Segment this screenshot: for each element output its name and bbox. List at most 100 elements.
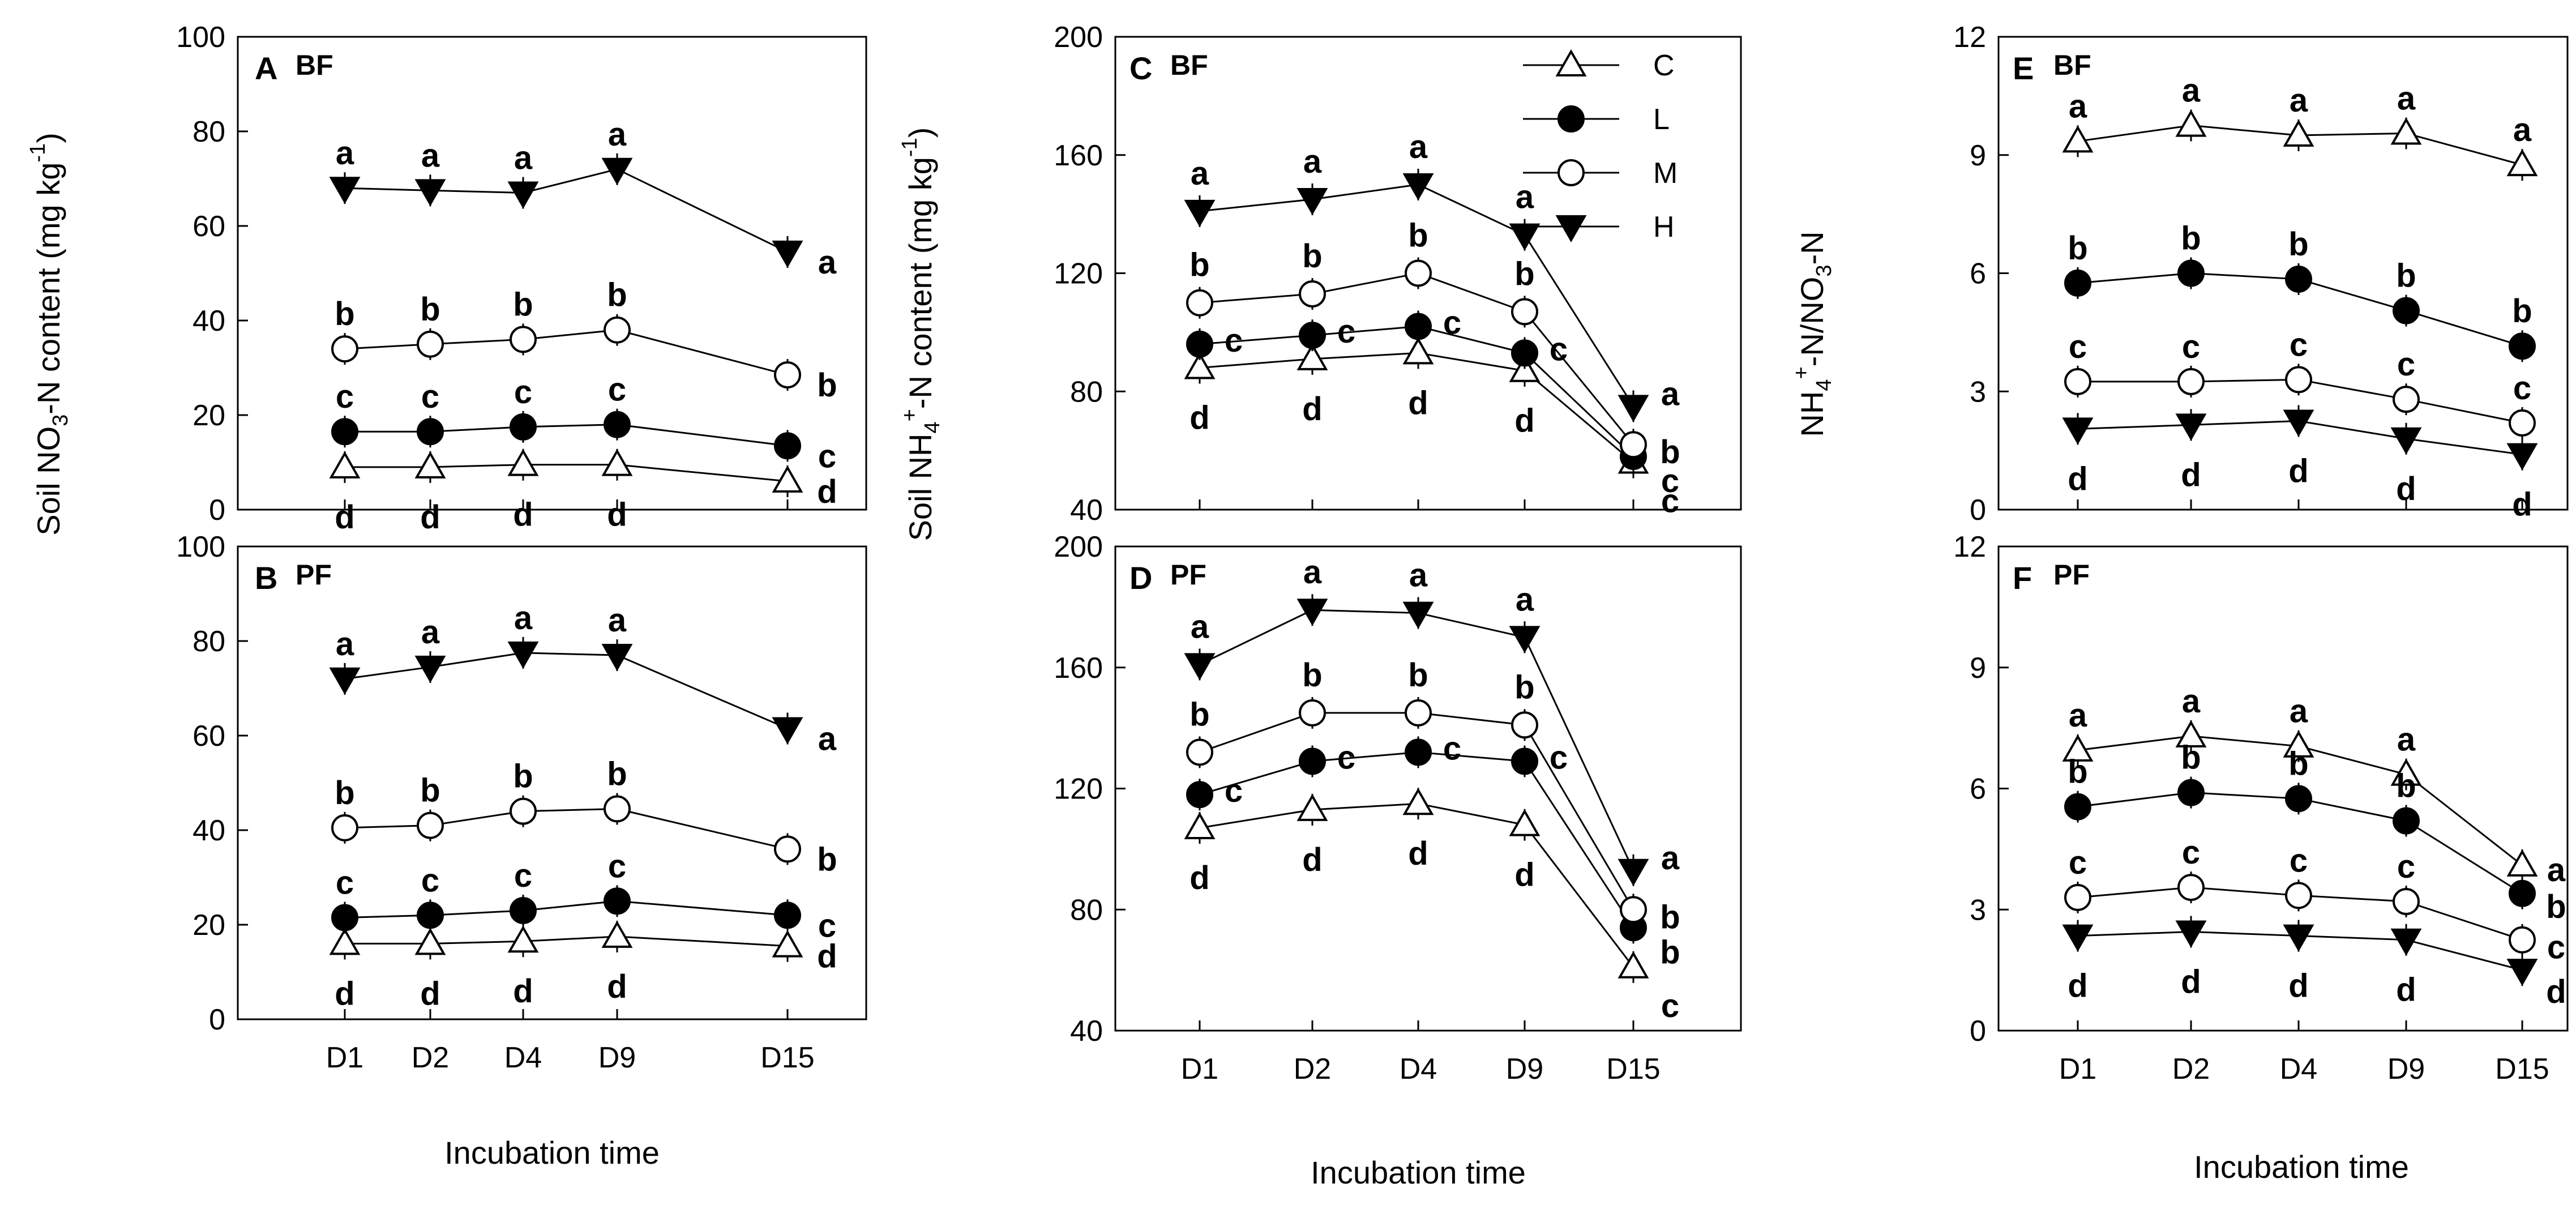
data-point-H-D4: [1402, 601, 1434, 629]
data-point-L-D1: [331, 904, 358, 932]
series-H: a a a a a: [1184, 129, 1680, 422]
data-point-C-D2: [2175, 720, 2207, 747]
x-tick-label-D9: D9: [2387, 1053, 2425, 1086]
significance-letter: d: [2396, 972, 2416, 1009]
data-point-M-D15: [774, 835, 801, 863]
y-axis-title-no3: Soil NO3-N content (mg kg-1): [26, 133, 72, 536]
significance-letter: b: [335, 296, 354, 332]
legend-item-M: M: [1523, 157, 1678, 190]
x-axis-title-middle: Incubation time: [1311, 1155, 1526, 1190]
significance-letter: c: [1661, 988, 1679, 1024]
significance-letter: b: [2546, 888, 2566, 925]
data-point-L-D15: [2509, 332, 2536, 360]
significance-letter: a: [1303, 554, 1322, 591]
data-point-M-D2: [417, 811, 444, 839]
legend-item-H: H: [1523, 211, 1675, 243]
y-axis-title-nh4: Soil NH4+-N content (mg kg-1): [898, 127, 944, 541]
data-point-M-D4: [1405, 699, 1432, 727]
significance-letter: c: [336, 378, 354, 415]
significance-letter: d: [420, 975, 440, 1012]
significance-letter: c: [818, 907, 836, 944]
data-point-M-D4: [510, 326, 537, 353]
significance-letter: a: [1191, 155, 1209, 192]
significance-letter: c: [2069, 328, 2087, 365]
y-tick-label: 80: [192, 116, 225, 148]
data-point-M-D15: [2509, 926, 2536, 954]
significance-letter: b: [2181, 740, 2201, 776]
panel-site-label: PF: [2053, 559, 2090, 591]
y-tick-label: 60: [192, 210, 225, 243]
series-M: b b b b b: [1186, 657, 1680, 935]
x-tick-label-D1: D1: [1181, 1053, 1218, 1086]
data-point-H-D15: [772, 717, 803, 745]
data-point-H-D4: [2283, 924, 2314, 952]
data-point-C-D2: [414, 451, 446, 479]
series-M: c c c c c: [2064, 834, 2565, 966]
x-tick-label-D2: D2: [412, 1041, 449, 1074]
y-tick-label: 20: [192, 399, 225, 432]
panel-site-label: BF: [2053, 49, 2091, 81]
data-point-C-D2: [414, 928, 446, 955]
y-tick-label: 40: [192, 814, 225, 847]
series-line-L: [344, 900, 788, 919]
significance-letter: d: [1514, 857, 1534, 894]
significance-letter: a: [1191, 608, 1209, 645]
significance-letter: a: [2290, 82, 2308, 119]
significance-letter: c: [514, 374, 532, 411]
x-tick-label-D2: D2: [1294, 1053, 1331, 1086]
series-M: b b b b b: [331, 277, 837, 404]
y-tick-label: 6: [1970, 258, 1986, 290]
legend-marker-M: [1557, 159, 1585, 186]
significance-letter: d: [2512, 486, 2532, 523]
data-point-M-D9: [1511, 711, 1538, 739]
significance-letter: d: [607, 968, 627, 1005]
data-point-C-D15: [772, 930, 803, 958]
significance-letter: a: [1409, 129, 1428, 165]
y-axis-title-ratio: NH4+-N/NO3-N: [1790, 231, 1836, 437]
data-point-C-D1: [2062, 734, 2094, 762]
significance-letter: d: [2546, 973, 2566, 1010]
data-point-H-D15: [2506, 443, 2538, 471]
series-C: d d d d d: [329, 920, 837, 1012]
significance-letter: d: [2288, 968, 2308, 1005]
significance-letter: d: [1189, 860, 1209, 896]
data-point-C-D1: [1184, 811, 1216, 839]
data-point-H-D4: [507, 181, 539, 209]
plot-frame: [237, 545, 867, 1020]
data-point-L-D15: [774, 902, 801, 929]
data-point-L-D1: [2064, 793, 2091, 821]
significance-letter: d: [335, 499, 354, 536]
significance-letter: b: [2181, 220, 2201, 257]
series-M: b b b b b: [1186, 217, 1680, 471]
significance-letter: b: [1660, 434, 1680, 471]
significance-letter: b: [2068, 230, 2087, 267]
significance-letter: d: [2068, 968, 2087, 1005]
data-point-C-D1: [2062, 125, 2094, 153]
data-point-C-D15: [2506, 149, 2538, 177]
significance-letter: c: [818, 438, 836, 475]
series-L: c c c c c: [331, 848, 836, 944]
data-point-H-D1: [1184, 653, 1216, 681]
data-point-M-D2: [1299, 280, 1326, 308]
series-M: c c c c c: [2064, 326, 2536, 439]
significance-letter: c: [1550, 739, 1568, 776]
significance-letter: a: [818, 720, 837, 757]
significance-letter: d: [1408, 385, 1428, 421]
significance-letter: d: [607, 497, 627, 533]
data-point-C-D2: [2175, 109, 2207, 137]
data-point-M-D9: [2393, 888, 2420, 915]
significance-letter: a: [608, 602, 627, 639]
x-tick-label-D4: D4: [504, 1041, 542, 1074]
y-tick-label: 40: [192, 305, 225, 338]
y-tick-label: 0: [209, 494, 225, 527]
data-point-L-D4: [1405, 738, 1432, 766]
data-point-L-D9: [2393, 807, 2420, 835]
significance-letter: c: [336, 864, 354, 901]
legend-item-L: L: [1523, 103, 1670, 136]
significance-letter: a: [2290, 693, 2308, 730]
significance-letter: d: [817, 473, 837, 510]
significance-letter: b: [607, 755, 627, 792]
significance-letter: a: [1409, 557, 1428, 594]
